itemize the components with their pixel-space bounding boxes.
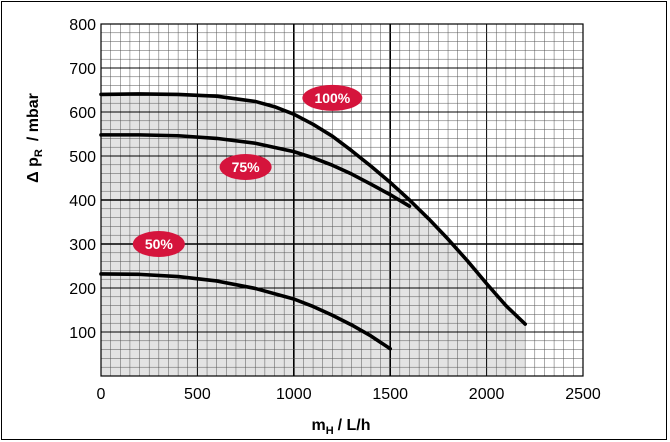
badge-75pct: 75%: [219, 154, 272, 180]
x-axis-label: mH / L/h: [311, 417, 370, 437]
series-line-100pct: [99, 92, 527, 326]
series-line-50pct: [99, 272, 393, 351]
badge-oval: [219, 154, 272, 180]
curves: [99, 92, 527, 351]
x-tick-label: 0: [97, 386, 106, 403]
tick-labels: 0 500 1000 1500 2000 2500 100 200 300 400 500 600 70…: [69, 17, 601, 403]
x-axis-label-sub: H: [326, 425, 334, 437]
curve-labels: 100% 75% 50%: [132, 84, 363, 257]
plot-border: [100, 23, 584, 377]
series-line-75pct: [99, 133, 412, 208]
y-tick-label: 400: [69, 193, 96, 210]
y-tick-label: 300: [69, 237, 96, 254]
y-tick-label: 700: [69, 61, 96, 78]
badge-oval: [132, 231, 185, 257]
y-axis-label-sub: R: [33, 149, 45, 157]
x-tick-label: 2500: [565, 386, 601, 403]
y-axis-label-main: Δ p: [25, 157, 42, 183]
y-tick-label: 600: [69, 105, 96, 122]
y-axis-label: Δ pR / mbar: [25, 93, 45, 183]
x-tick-label: 2000: [469, 386, 505, 403]
y-tick-label: 500: [69, 149, 96, 166]
x-tick-label: 1500: [372, 386, 408, 403]
x-tick-label: 1000: [276, 386, 312, 403]
x-tick-label: 500: [184, 386, 211, 403]
badge-label: 50%: [145, 236, 174, 252]
badge-oval: [302, 84, 363, 111]
x-axis-label-main: m: [311, 417, 325, 434]
y-tick-label: 100: [69, 325, 96, 342]
badge-label: 100%: [314, 90, 350, 106]
badge-label: 75%: [232, 159, 261, 175]
badge-100pct: 100%: [302, 84, 363, 111]
grid: [100, 23, 584, 377]
y-tick-label: 800: [69, 17, 96, 34]
badge-50pct: 50%: [132, 231, 185, 257]
y-tick-label: 200: [69, 281, 96, 298]
y-axis-label-unit: / mbar: [25, 93, 42, 141]
x-axis-label-unit: / L/h: [338, 417, 371, 434]
